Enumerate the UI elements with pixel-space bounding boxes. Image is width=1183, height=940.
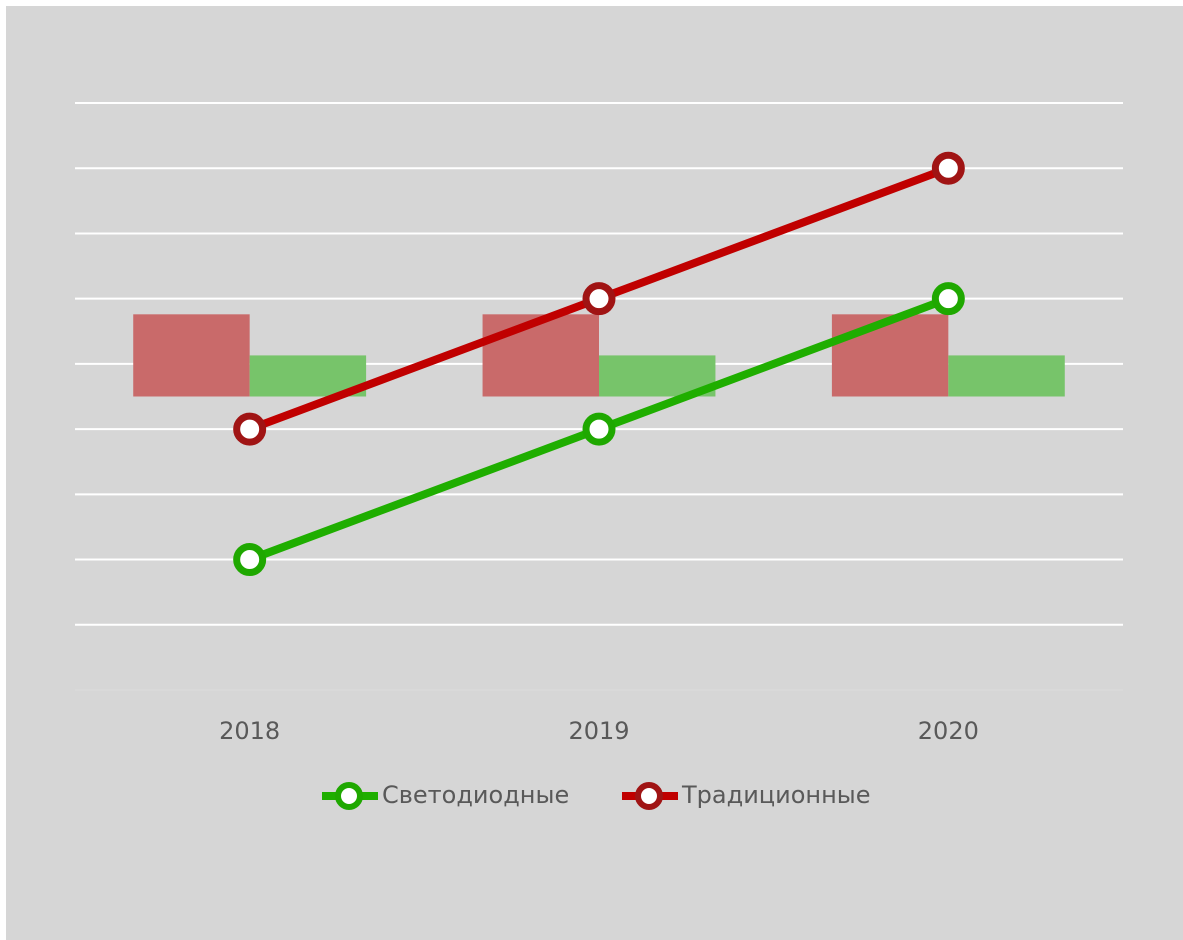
bar	[831, 314, 949, 397]
marker	[931, 151, 965, 185]
bar	[133, 314, 250, 397]
marker	[233, 412, 267, 446]
bar	[482, 314, 599, 397]
x-tick-label: 2018	[219, 717, 280, 745]
legend-marker	[335, 782, 363, 810]
marker	[233, 543, 267, 577]
legend-marker	[635, 782, 663, 810]
bar	[948, 355, 1065, 397]
marker	[582, 282, 616, 316]
legend-label: Светодиодные	[382, 781, 569, 809]
legend-label: Традиционные	[681, 781, 871, 809]
x-tick-label: 2019	[568, 717, 629, 745]
marker	[931, 282, 965, 316]
chart-background	[6, 6, 1183, 940]
marker	[582, 412, 616, 446]
x-tick-label: 2020	[918, 717, 979, 745]
